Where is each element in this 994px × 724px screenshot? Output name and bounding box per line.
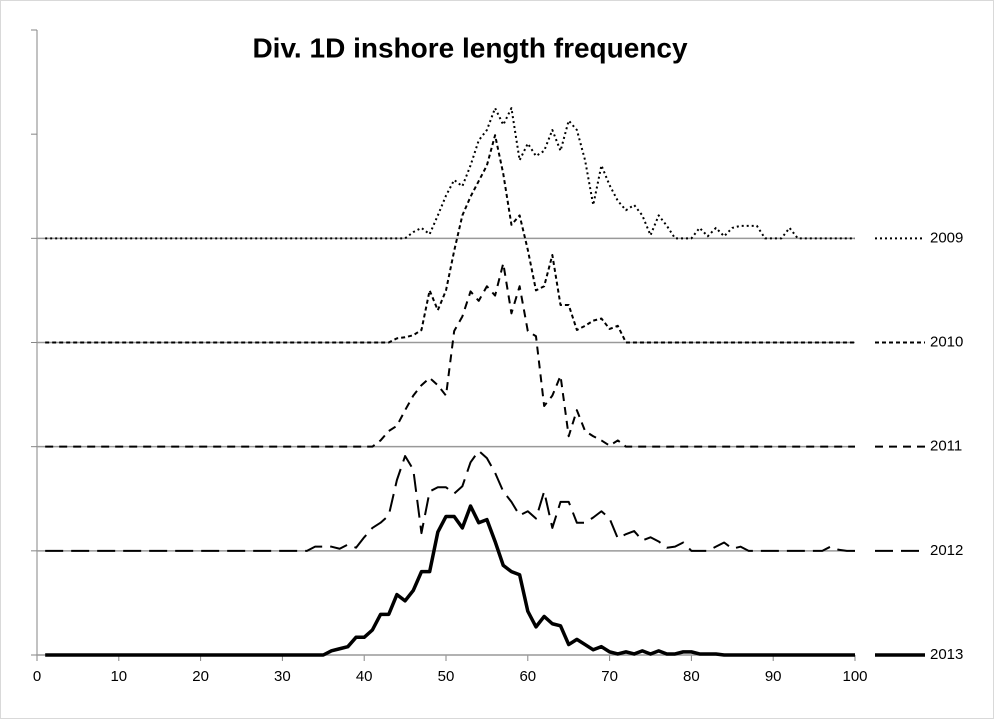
legend-label: 2010 xyxy=(930,333,963,350)
legend-label: 2013 xyxy=(930,646,963,663)
x-tick-label: 10 xyxy=(110,668,127,685)
x-tick-label: 100 xyxy=(842,668,867,685)
series-line xyxy=(45,449,855,552)
x-tick-label: 70 xyxy=(601,668,618,685)
series-line xyxy=(45,504,855,657)
x-tick-label: 30 xyxy=(274,668,291,685)
x-tick-label: 80 xyxy=(683,668,700,685)
x-tick-label: 50 xyxy=(438,668,455,685)
series-line xyxy=(45,107,855,240)
chart-title: Div. 1D inshore length frequency xyxy=(252,32,688,63)
series-line xyxy=(45,134,855,344)
legend-label: 2012 xyxy=(930,542,963,559)
legend-label: 2009 xyxy=(930,229,963,246)
x-tick-label: 90 xyxy=(765,668,782,685)
x-tick-label: 0 xyxy=(33,668,41,685)
x-tick-label: 60 xyxy=(519,668,536,685)
legend-label: 2011 xyxy=(930,438,962,455)
x-tick-label: 40 xyxy=(356,668,373,685)
x-tick-label: 20 xyxy=(192,668,209,685)
